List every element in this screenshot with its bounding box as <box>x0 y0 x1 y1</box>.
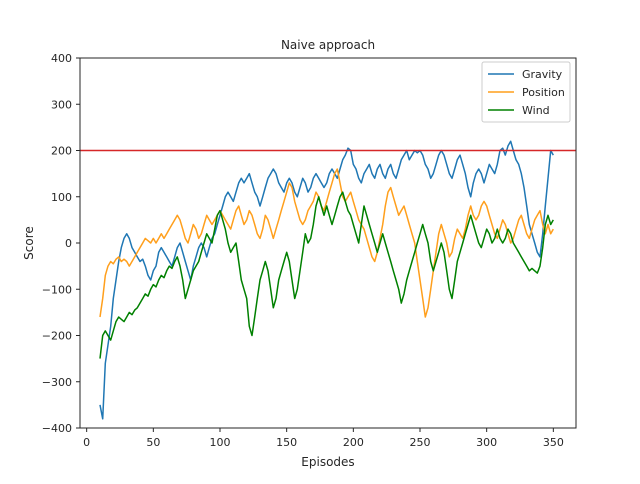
x-tick-label: 50 <box>146 436 160 449</box>
x-tick-label: 100 <box>210 436 231 449</box>
series-line-wind <box>99 191 554 359</box>
y-tick-label: 100 <box>51 191 72 204</box>
legend: Gravity Position Wind <box>481 61 571 123</box>
x-tick-label: 350 <box>543 436 564 449</box>
legend-label-gravity: Gravity <box>522 68 563 81</box>
chart-title: Naive approach <box>281 38 375 52</box>
x-tick-label: 0 <box>83 436 90 449</box>
series-line-gravity <box>99 140 554 420</box>
y-tick-label: −400 <box>42 422 72 435</box>
y-tick-label: 300 <box>51 98 72 111</box>
y-tick-label: 200 <box>51 145 72 158</box>
x-tick-label: 300 <box>476 436 497 449</box>
x-axis-ticks: 0 50 100 150 200 250 300 350 <box>83 428 564 449</box>
x-tick-label: 250 <box>410 436 431 449</box>
series-line-position <box>99 168 554 318</box>
x-tick-label: 200 <box>343 436 364 449</box>
y-axis-ticks: −400 −300 −200 −100 0 100 200 300 400 <box>42 52 80 435</box>
y-tick-label: −300 <box>42 376 72 389</box>
y-tick-label: −200 <box>42 330 72 343</box>
y-tick-label: 0 <box>65 237 72 250</box>
legend-label-wind: Wind <box>522 104 550 117</box>
legend-box <box>481 61 571 123</box>
x-tick-label: 150 <box>276 436 297 449</box>
y-tick-label: 400 <box>51 52 72 65</box>
y-tick-label: −100 <box>42 283 72 296</box>
y-axis-label: Score <box>22 226 36 260</box>
x-axis-label: Episodes <box>301 455 354 469</box>
legend-label-position: Position <box>522 86 565 99</box>
plot-frame <box>79 57 577 429</box>
